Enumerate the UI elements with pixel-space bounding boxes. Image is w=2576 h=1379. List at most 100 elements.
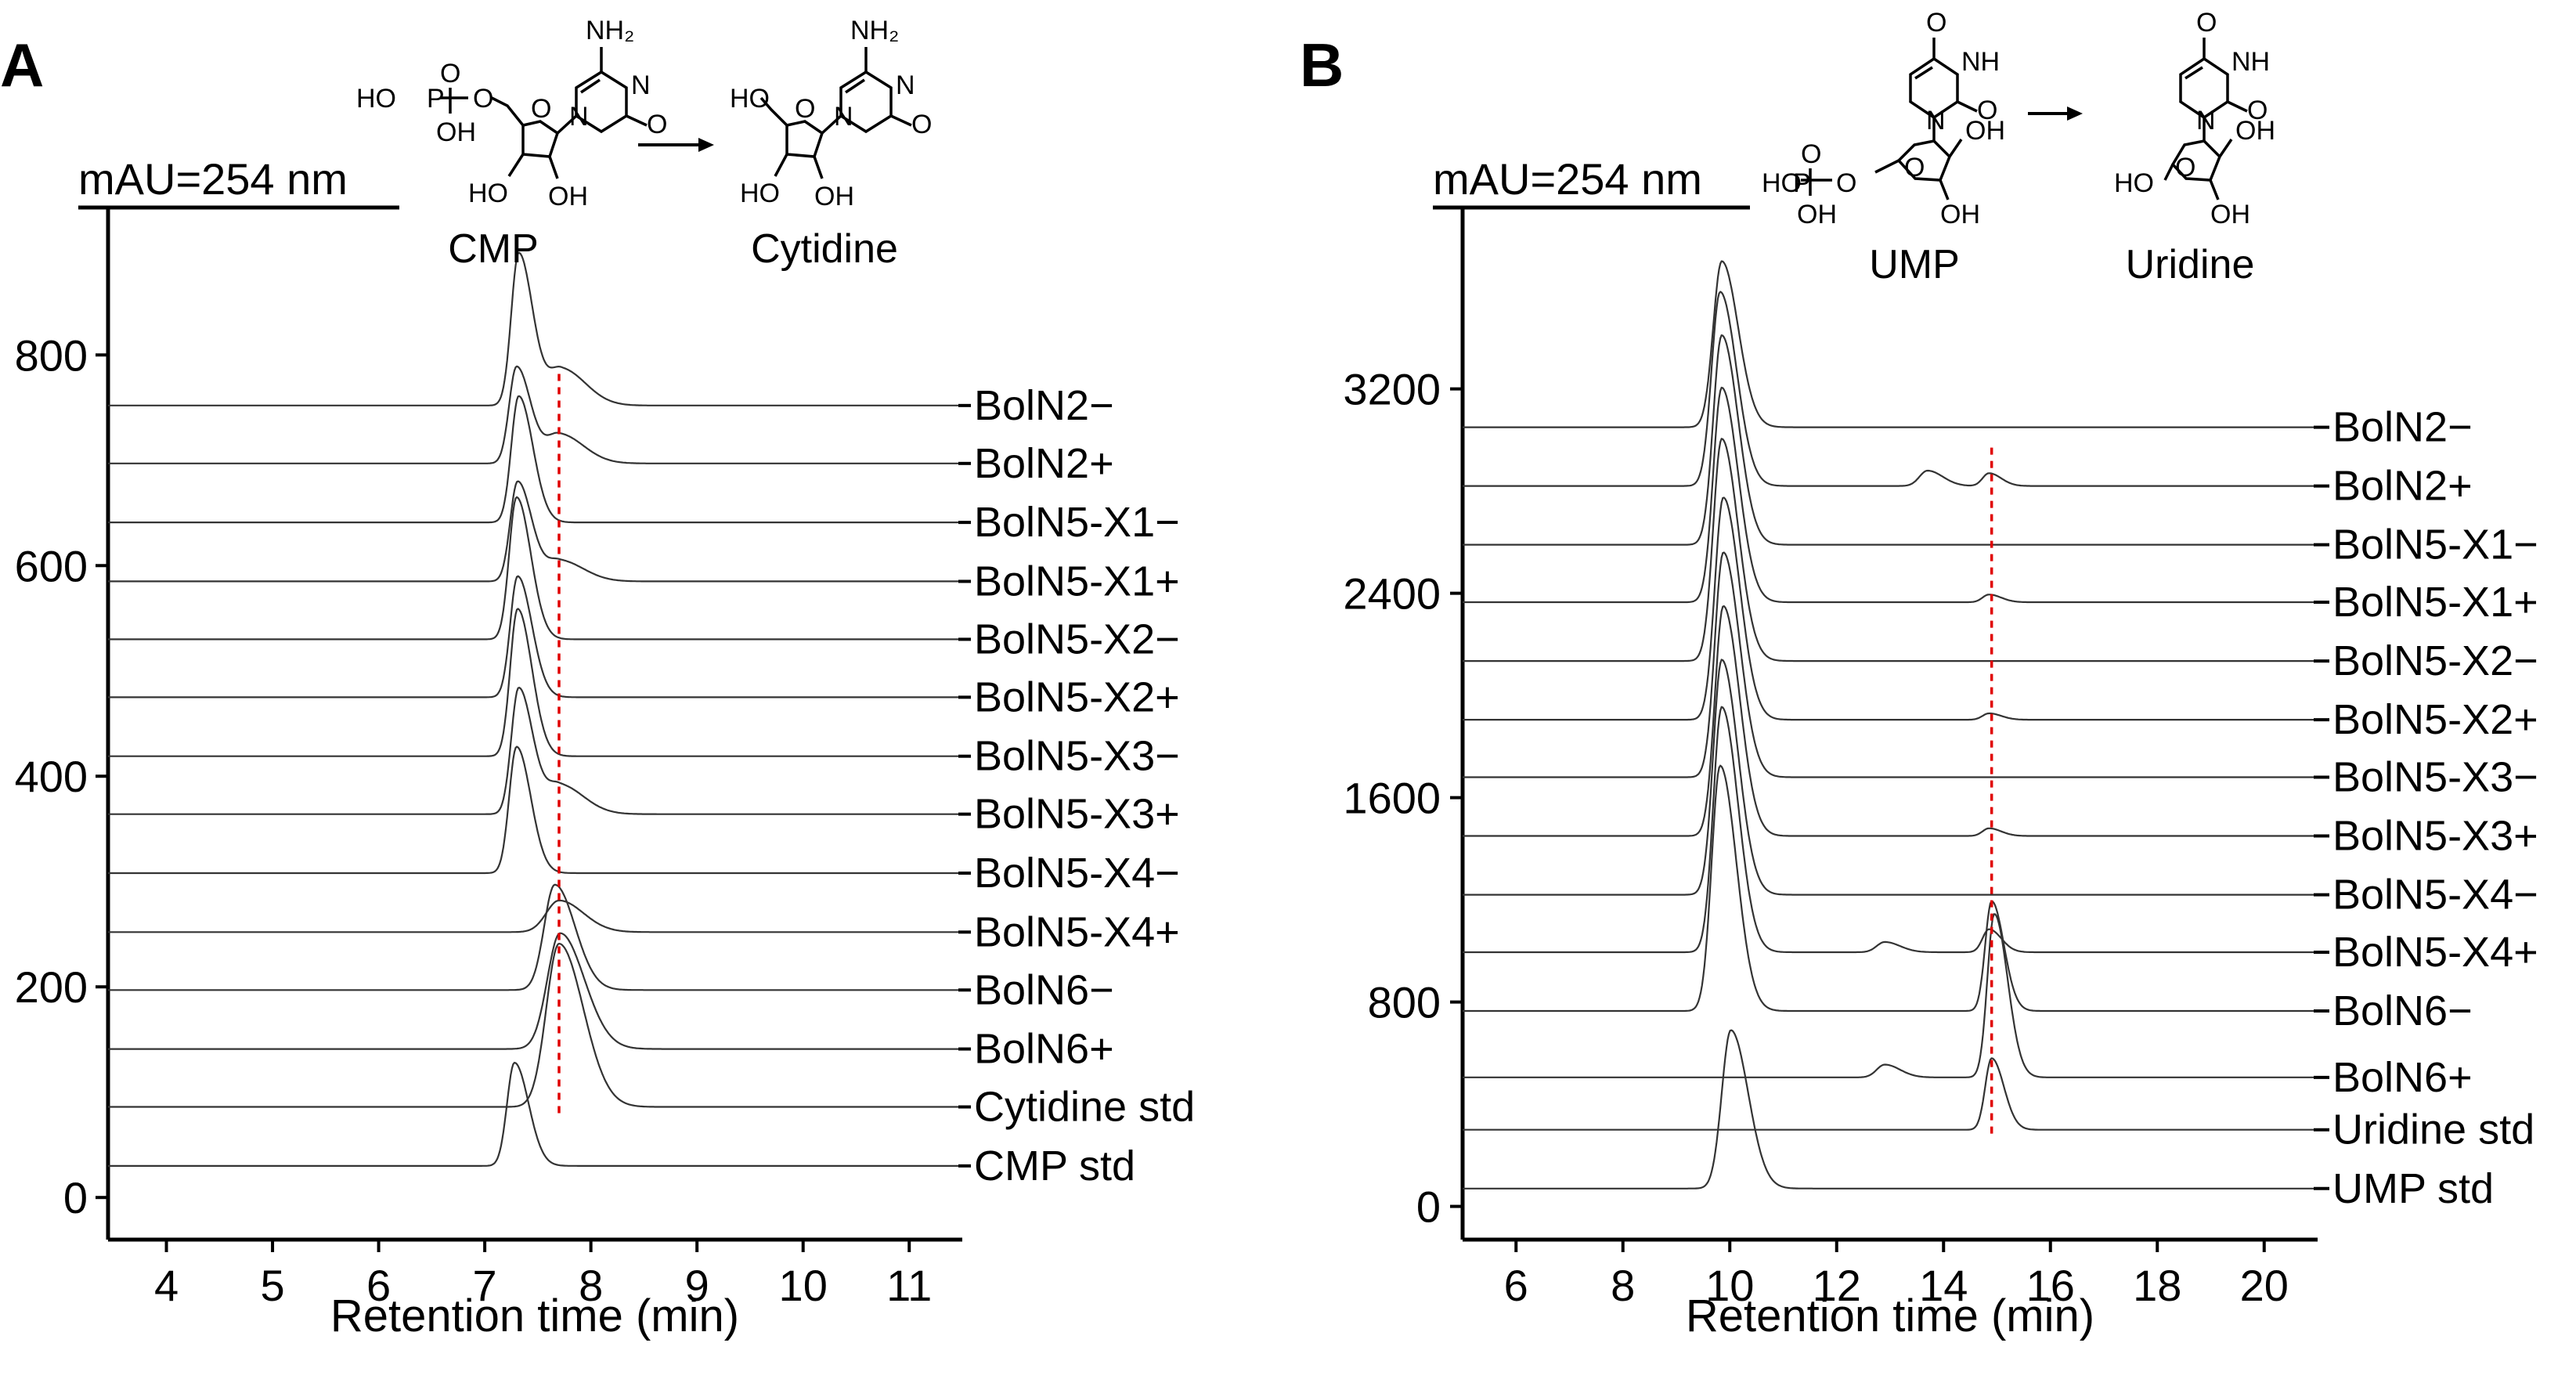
panel-b-y-tick-label-3200: 3200: [1343, 365, 1441, 414]
panel-a-trace-7: [108, 686, 962, 815]
cytidine-double-bond: [845, 78, 865, 94]
ump-ring-oh-atom: OH: [1940, 200, 1980, 229]
panel-b-trace-label-10: BolN6−: [2332, 987, 2473, 1034]
panel-a-y-tick-label-200: 200: [15, 962, 88, 1012]
panel-a-trace-4: [108, 496, 962, 641]
panel-a-x-tick-label-4: 4: [154, 1261, 179, 1310]
uridine-c2-carbonyl-bond: [2227, 100, 2248, 113]
panel-a-letter: A: [0, 31, 44, 99]
cytidine-n1-atom: N: [834, 102, 853, 132]
panel-b-y-tick-label-2400: 2400: [1343, 569, 1441, 619]
cmp-name: CMP: [448, 226, 539, 272]
panel-b-trace-label-6: BolN5-X3−: [2332, 754, 2538, 801]
ump-ho-atom: HO: [1762, 168, 1802, 198]
panel-b-trace-9: [1463, 706, 2318, 954]
ump-c4-o-atom: O: [1926, 8, 1946, 38]
cytidine-ch2-bond: [759, 96, 788, 127]
cmp-glycosidic-bond: [556, 114, 578, 135]
ump-p-atom: P: [1793, 168, 1811, 198]
panel-b-trace-label-9: BolN5-X4+: [2332, 929, 2538, 976]
panel-a-trace-12: [108, 942, 962, 1108]
cytidine-cytosine-ring: [839, 70, 893, 134]
panel-b-trace-label-3: BolN5-X1+: [2332, 579, 2538, 626]
panel-b-trace-label-7: BolN5-X3+: [2332, 813, 2538, 860]
cmp-p-o-atom: O: [440, 59, 460, 88]
panel-b: B mAU=254 nm 0 800 1600 2400 3200 6 8 10 12 14 16…: [1300, 8, 2538, 1341]
panel-a-y-tick-label-400: 400: [15, 752, 88, 801]
cmp-carbonyl-o-atom: O: [647, 110, 667, 139]
panel-a: A mAU=254 nm 0 200 400 600 800 4 5 6 7 8 9 10 11 Bo…: [0, 16, 1195, 1341]
uridine-c4-o-atom: O: [2196, 8, 2217, 38]
panel-b-trace-label-11: BolN6+: [2332, 1054, 2473, 1101]
panel-a-trace-2: [108, 395, 962, 524]
cmp-cytosine-ring: [575, 70, 628, 134]
panel-a-y-ticks: 0 200 400 600 800: [15, 330, 108, 1222]
panel-b-x-tick-label-10: 10: [1705, 1261, 1754, 1310]
cmp-ho-atom: HO: [356, 84, 396, 114]
panel-b-trace-label-12: Uridine std: [2332, 1106, 2535, 1153]
ump-uracil-ring: [1909, 56, 1959, 120]
panel-b-trace-2: [1463, 334, 2318, 546]
panel-b-x-tick-label-16: 16: [2026, 1261, 2075, 1310]
uridine-nh-atom: NH: [2231, 47, 2270, 77]
cytidine-glycosidic-bond: [821, 114, 842, 135]
cmp-p-atom: P: [427, 84, 445, 114]
panel-b-trace-label-1: BolN2+: [2332, 463, 2473, 510]
panel-a-trace-label-13: CMP std: [974, 1143, 1135, 1189]
cmp-n1-atom: N: [569, 102, 589, 132]
cytidine-carbonyl-bond: [890, 114, 912, 127]
panel-a-x-tick-label-8: 8: [579, 1261, 603, 1310]
panel-b-trace-label-13: UMP std: [2332, 1165, 2494, 1212]
panel-b-y-tick-label-800: 800: [1368, 978, 1441, 1027]
panel-a-trace-6: [108, 608, 962, 757]
panel-a-trace-label-6: BolN5-X3−: [974, 733, 1180, 780]
panel-b-arrowhead: [2067, 106, 2083, 121]
panel-a-trace-11: [108, 932, 962, 1050]
ump-nh-atom: NH: [1961, 47, 2000, 77]
panel-b-trace-12: [1463, 1057, 2318, 1131]
uridine-ring-oh-bond: [2209, 179, 2220, 200]
cmp-n3-atom: N: [631, 70, 651, 100]
cmp-double-bond: [580, 78, 601, 94]
cmp-ring-ho-atom: HO: [468, 179, 508, 208]
panel-a-trace-label-3: BolN5-X1+: [974, 558, 1180, 605]
panel-a-x-ticks: 4 5 6 7 8 9 10 11: [154, 1240, 932, 1310]
cytidine-ho-atom: HO: [730, 84, 770, 114]
panel-a-trace-8: [108, 745, 962, 875]
cmp-ring-o-atom: O: [531, 94, 551, 124]
panel-a-trace-label-10: BolN6−: [974, 966, 1114, 1013]
panel-a-trace-5: [108, 575, 962, 699]
panel-a-x-axis-label: Retention time (min): [330, 1291, 739, 1341]
ump-ester-o-atom: O: [1836, 168, 1856, 198]
cytidine-carbonyl-o-atom: O: [911, 110, 932, 139]
panel-b-trace-6: [1463, 551, 2318, 778]
uridine-ring-o-atom: O: [2175, 153, 2195, 182]
ump-double-bond: [1914, 66, 1933, 80]
ump-ring-o-atom: O: [1904, 153, 1925, 182]
ump-ring-oh2-bond: [1948, 139, 1963, 157]
panel-b-x-tick-label-12: 12: [1813, 1261, 1861, 1310]
panel-a-y-tick-label-800: 800: [15, 330, 88, 380]
ump-ch2-bond: [1874, 159, 1900, 174]
panel-b-trace-1: [1463, 291, 2318, 487]
panel-b-trace-labels: BolN2− BolN2+ BolN5-X1− BolN5-X1+ BolN5-X2− B…: [2314, 404, 2538, 1212]
cytidine-ring-ho-atom: HO: [740, 179, 780, 208]
panel-b-trace-7: [1463, 605, 2318, 837]
cmp-nh2-atom: NH₂: [586, 16, 634, 45]
panel-b-trace-8: [1463, 659, 2318, 896]
uridine-ring-oh2-bond: [2218, 139, 2233, 157]
panel-b-trace-10: [1463, 764, 2318, 1013]
cmp-carbonyl-bond: [626, 114, 648, 127]
ump-n1-atom: N: [1926, 106, 1946, 135]
panel-a-traces: [108, 251, 962, 1167]
panel-b-trace-5: [1463, 496, 2318, 721]
panel-b-x-axis-label: Retention time (min): [1686, 1291, 2094, 1341]
panel-b-x-tick-label-20: 20: [2240, 1261, 2289, 1310]
panel-a-trace-13: [108, 1061, 962, 1167]
cmp-structure: NH₂ HO P O OH O O HO OH N N O CMP: [356, 16, 667, 272]
panel-a-x-tick-label-5: 5: [260, 1261, 284, 1310]
uridine-uracil-ring: [2179, 56, 2229, 120]
panel-a-trace-label-5: BolN5-X2+: [974, 673, 1180, 720]
cmp-ring-oh-atom: OH: [548, 182, 588, 211]
